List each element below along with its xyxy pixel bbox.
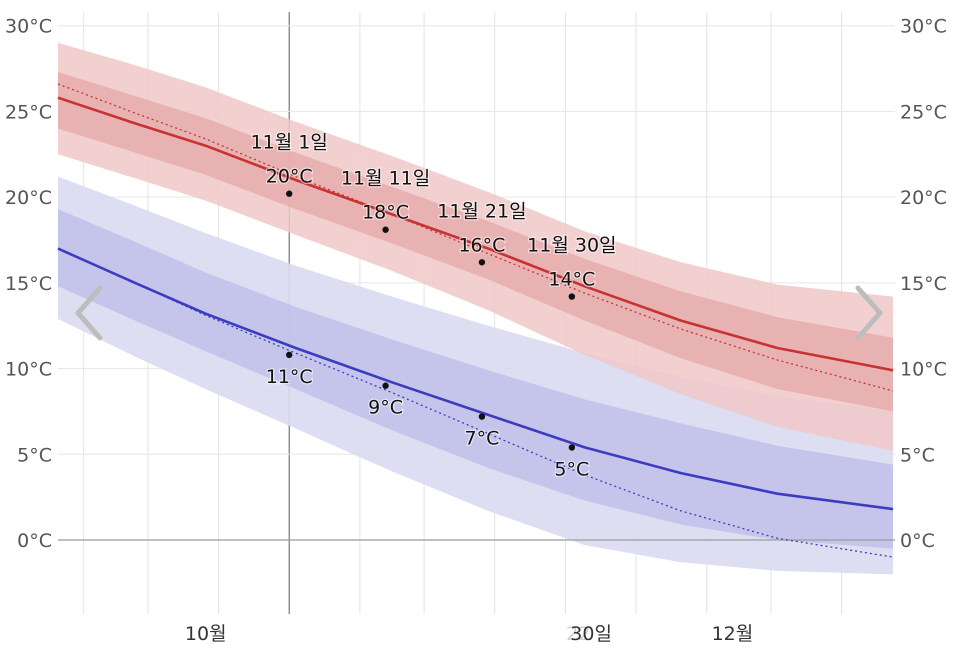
annotation-points [286,190,576,451]
annotation-value-label: 7°C [464,428,499,450]
axis-labels: 0°C 0°C 5°C 5°C 10°C 10°C 15°C 15°C 20°C 20°C 25°C… [5,16,947,645]
high-data-point[interactable] [478,259,486,266]
y-tick-label-right: 25°C [900,101,947,123]
high-inner-band [58,72,893,412]
low-temperature-line [57,247,894,511]
annotation-value-label: 20°C [266,166,313,188]
y-tick-label-right: 0°C [900,530,935,552]
low-data-point[interactable] [478,413,486,420]
high-trend-line [57,83,894,392]
y-tick-label-left: 10°C [5,359,52,381]
y-tick-label-left: 0°C [17,530,52,552]
annotation-value-label: 9°C [368,397,403,419]
faint-date-label: 22 [566,623,590,645]
y-tick-label-right: 30°C [900,16,947,38]
y-tick-label-left: 25°C [5,101,52,123]
high-data-point[interactable] [382,226,389,233]
x-month-label: 12월 [712,623,754,645]
previous-arrow-icon[interactable] [68,278,108,348]
y-tick-label-left: 15°C [5,273,52,295]
low-data-point[interactable] [286,351,293,359]
low-inner-band [58,209,893,549]
annotation-value-label: 18°C [362,202,409,224]
y-tick-label-right: 5°C [900,444,935,466]
annotation-labels: 11월 1일 20°C 11월 11일 18°C 11월 21일 16°C 11월 30일 1… [249,130,617,481]
annotation-value-label: 16°C [458,234,505,256]
annotation-date-label: 11월 30일 [527,235,616,257]
low-trend-line [57,248,894,558]
annotation-date-label: 11월 21일 [437,200,526,222]
high-data-point[interactable] [568,293,576,300]
y-tick-label-left: 30°C [5,16,52,38]
annotation-value-label: 14°C [548,269,595,291]
low-data-point[interactable] [382,382,389,389]
x-month-label: 10월 [185,623,227,645]
annotation-value-label: 5°C [554,458,589,480]
y-tick-label-left: 20°C [5,187,52,209]
x-month-label: 30일 [570,623,612,645]
annotation-date-label: 11월 11일 [341,168,430,190]
next-arrow-icon[interactable] [850,278,890,348]
high-data-point[interactable] [286,190,293,197]
y-tick-label-right: 10°C [900,359,947,381]
high-temperature-line [57,96,894,372]
y-tick-label-right: 20°C [900,187,947,209]
annotation-date-label: 11월 1일 [251,132,328,154]
y-tick-label-right: 15°C [900,273,947,295]
temperature-lines [57,83,894,558]
y-tick-label-left: 5°C [17,444,52,466]
low-data-point[interactable] [568,444,576,451]
annotation-value-label: 11°C [266,366,313,388]
